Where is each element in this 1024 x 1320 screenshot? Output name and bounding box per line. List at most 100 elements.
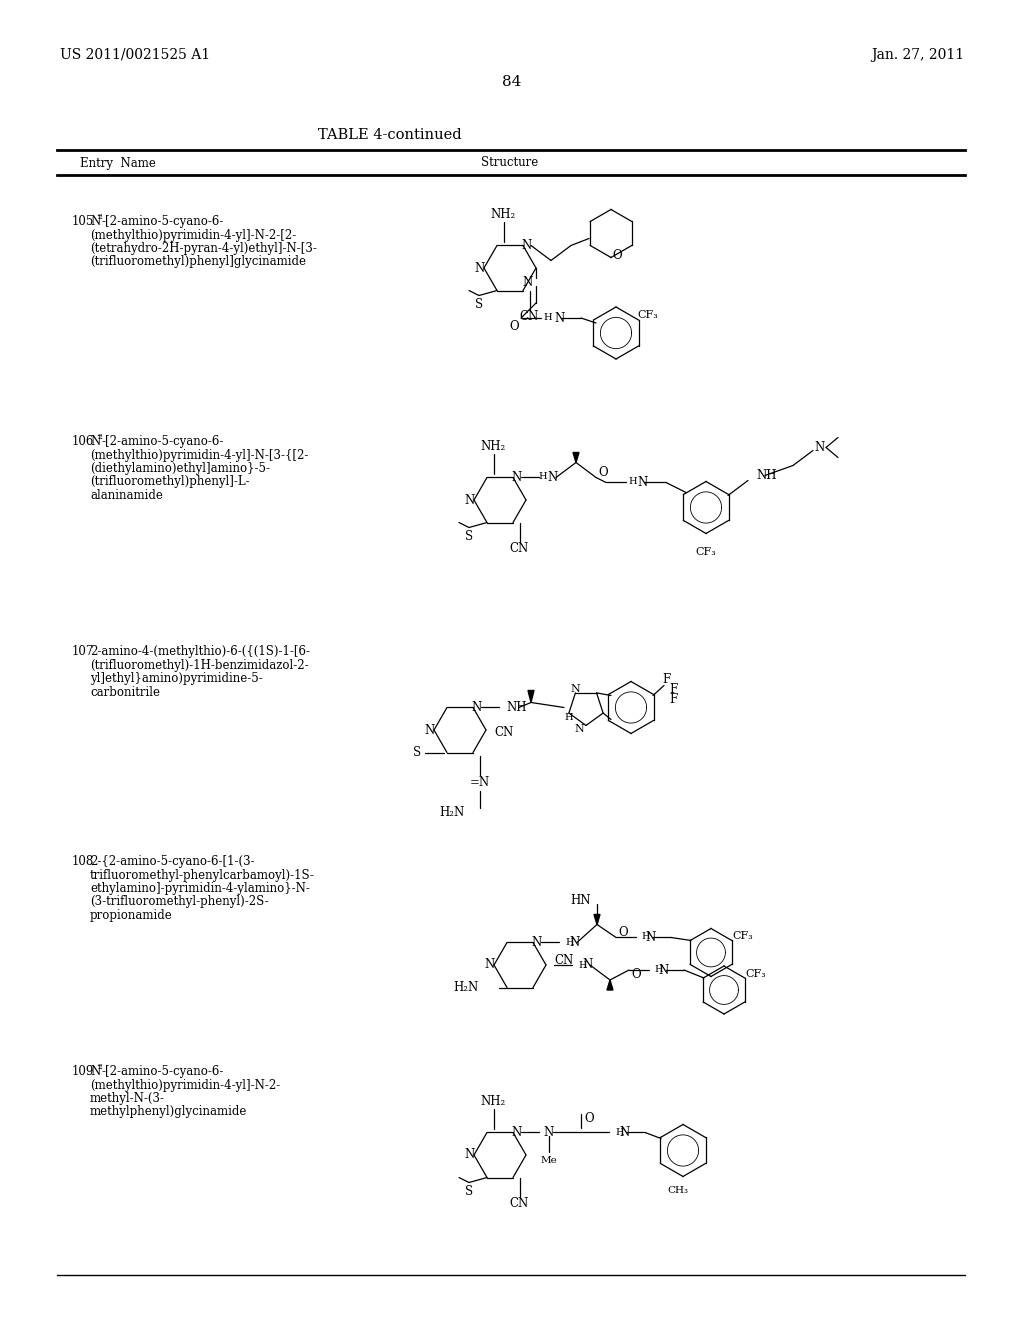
Text: 107: 107 bbox=[72, 645, 94, 657]
Text: N: N bbox=[512, 471, 522, 484]
Text: H: H bbox=[615, 1129, 624, 1137]
Text: CN: CN bbox=[510, 543, 529, 554]
Text: CH₃: CH₃ bbox=[668, 1185, 688, 1195]
Text: methylphenyl)glycinamide: methylphenyl)glycinamide bbox=[90, 1106, 248, 1118]
Text: 2: 2 bbox=[97, 1063, 101, 1071]
Text: -[2-amino-5-cyano-6-: -[2-amino-5-cyano-6- bbox=[101, 215, 223, 228]
Polygon shape bbox=[594, 915, 600, 924]
Text: H₂N: H₂N bbox=[454, 981, 479, 994]
Text: (3-trifluoromethyl-phenyl)-2S-: (3-trifluoromethyl-phenyl)-2S- bbox=[90, 895, 268, 908]
Text: 2: 2 bbox=[97, 213, 101, 220]
Text: N: N bbox=[522, 239, 532, 252]
Text: S: S bbox=[465, 531, 473, 543]
Text: N: N bbox=[465, 494, 475, 507]
Text: -[2-amino-5-cyano-6-: -[2-amino-5-cyano-6- bbox=[101, 1065, 223, 1078]
Polygon shape bbox=[528, 690, 534, 702]
Text: N: N bbox=[531, 936, 542, 949]
Text: N: N bbox=[90, 436, 100, 447]
Text: N: N bbox=[645, 931, 655, 944]
Text: -[2-amino-5-cyano-6-: -[2-amino-5-cyano-6- bbox=[101, 436, 223, 447]
Text: (trifluoromethyl)phenyl]glycinamide: (trifluoromethyl)phenyl]glycinamide bbox=[90, 256, 306, 268]
Text: O: O bbox=[584, 1111, 594, 1125]
Text: NH: NH bbox=[506, 701, 526, 714]
Polygon shape bbox=[607, 979, 613, 990]
Text: yl]ethyl}amino)pyrimidine-5-: yl]ethyl}amino)pyrimidine-5- bbox=[90, 672, 263, 685]
Text: H: H bbox=[564, 713, 573, 722]
Text: CN: CN bbox=[494, 726, 513, 738]
Text: H₂N: H₂N bbox=[439, 807, 465, 818]
Text: N: N bbox=[512, 1126, 522, 1139]
Text: 2-{2-amino-5-cyano-6-[1-(3-: 2-{2-amino-5-cyano-6-[1-(3- bbox=[90, 855, 255, 869]
Text: NH₂: NH₂ bbox=[481, 440, 506, 453]
Text: S: S bbox=[465, 1185, 473, 1199]
Text: CF₃: CF₃ bbox=[695, 548, 717, 557]
Text: O: O bbox=[618, 927, 628, 939]
Text: HN: HN bbox=[570, 894, 591, 907]
Text: CN: CN bbox=[520, 310, 539, 323]
Text: (trifluoromethyl)phenyl]-L-: (trifluoromethyl)phenyl]-L- bbox=[90, 475, 250, 488]
Text: N: N bbox=[574, 725, 584, 734]
Text: 108: 108 bbox=[72, 855, 94, 869]
Text: N: N bbox=[815, 441, 825, 454]
Text: N: N bbox=[569, 936, 580, 949]
Text: H: H bbox=[578, 961, 587, 969]
Text: N: N bbox=[485, 958, 496, 972]
Text: (methylthio)pyrimidin-4-yl]-N-[3-{[2-: (methylthio)pyrimidin-4-yl]-N-[3-{[2- bbox=[90, 449, 308, 462]
Text: Me: Me bbox=[541, 1156, 557, 1166]
Text: N: N bbox=[425, 723, 435, 737]
Text: alaninamide: alaninamide bbox=[90, 488, 163, 502]
Text: O: O bbox=[631, 969, 641, 982]
Text: methyl-N-(3-: methyl-N-(3- bbox=[90, 1092, 165, 1105]
Text: TABLE 4-continued: TABLE 4-continued bbox=[318, 128, 462, 143]
Text: 2-amino-4-(methylthio)-6-({(1S)-1-[6-: 2-amino-4-(methylthio)-6-({(1S)-1-[6- bbox=[90, 645, 310, 657]
Text: (tetrahydro-2H-pyran-4-yl)ethyl]-N-[3-: (tetrahydro-2H-pyran-4-yl)ethyl]-N-[3- bbox=[90, 242, 316, 255]
Text: H: H bbox=[629, 477, 637, 486]
Text: O: O bbox=[598, 466, 608, 479]
Text: N: N bbox=[637, 477, 647, 488]
Text: CF₃: CF₃ bbox=[732, 932, 754, 941]
Text: H: H bbox=[641, 932, 649, 941]
Text: H: H bbox=[654, 965, 663, 974]
Text: N: N bbox=[570, 684, 581, 694]
Text: NH₂: NH₂ bbox=[481, 1096, 506, 1107]
Text: NH₂: NH₂ bbox=[490, 209, 516, 220]
Text: S: S bbox=[475, 298, 483, 312]
Text: O: O bbox=[612, 249, 622, 261]
Text: trifluoromethyl-phenylcarbamoyl)-1S-: trifluoromethyl-phenylcarbamoyl)-1S- bbox=[90, 869, 315, 882]
Text: N: N bbox=[582, 958, 592, 972]
Polygon shape bbox=[573, 453, 579, 462]
Text: N: N bbox=[543, 1126, 553, 1139]
Text: 84: 84 bbox=[503, 75, 521, 88]
Text: N: N bbox=[90, 1065, 100, 1078]
Text: N: N bbox=[618, 1126, 630, 1139]
Text: NH: NH bbox=[756, 469, 776, 482]
Text: CN: CN bbox=[510, 1197, 529, 1210]
Text: (methylthio)pyrimidin-4-yl]-N-2-[2-: (methylthio)pyrimidin-4-yl]-N-2-[2- bbox=[90, 228, 296, 242]
Text: Jan. 27, 2011: Jan. 27, 2011 bbox=[870, 48, 964, 62]
Text: (diethylamino)ethyl]amino}-5-: (diethylamino)ethyl]amino}-5- bbox=[90, 462, 270, 475]
Text: F: F bbox=[662, 673, 670, 686]
Text: N: N bbox=[547, 471, 557, 484]
Text: carbonitrile: carbonitrile bbox=[90, 685, 160, 698]
Text: CF₃: CF₃ bbox=[638, 310, 658, 319]
Text: US 2011/0021525 A1: US 2011/0021525 A1 bbox=[60, 48, 210, 62]
Text: =N: =N bbox=[469, 776, 489, 789]
Text: 105: 105 bbox=[72, 215, 94, 228]
Text: CN: CN bbox=[554, 953, 573, 966]
Text: CF₃: CF₃ bbox=[745, 969, 766, 979]
Text: N: N bbox=[465, 1148, 475, 1162]
Text: 109: 109 bbox=[72, 1065, 94, 1078]
Text: Entry  Name: Entry Name bbox=[80, 157, 156, 169]
Text: Structure: Structure bbox=[481, 157, 539, 169]
Text: H: H bbox=[565, 939, 573, 946]
Text: 2: 2 bbox=[97, 433, 101, 441]
Text: (methylthio)pyrimidin-4-yl]-N-2-: (methylthio)pyrimidin-4-yl]-N-2- bbox=[90, 1078, 281, 1092]
Text: propionamide: propionamide bbox=[90, 909, 173, 921]
Text: N: N bbox=[475, 261, 485, 275]
Text: H: H bbox=[544, 314, 552, 322]
Text: N: N bbox=[523, 276, 534, 289]
Text: N: N bbox=[658, 964, 669, 977]
Text: F: F bbox=[669, 693, 677, 706]
Text: (trifluoromethyl)-1H-benzimidazol-2-: (trifluoromethyl)-1H-benzimidazol-2- bbox=[90, 659, 308, 672]
Text: ethylamino]-pyrimidin-4-ylamino}-N-: ethylamino]-pyrimidin-4-ylamino}-N- bbox=[90, 882, 310, 895]
